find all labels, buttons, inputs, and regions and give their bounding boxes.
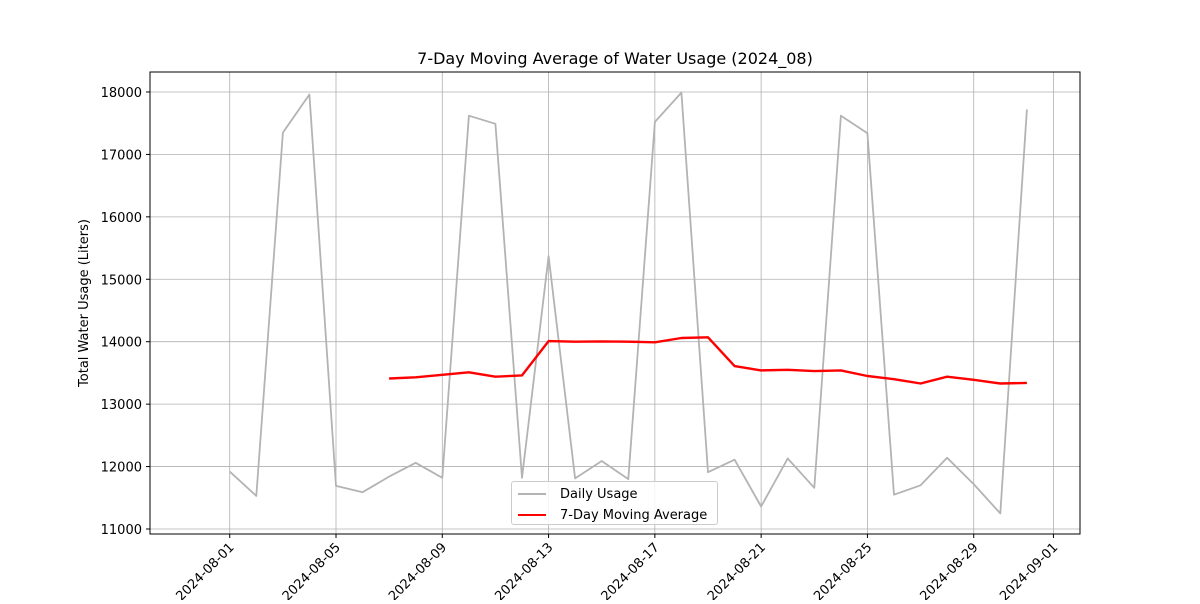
legend: Daily Usage 7-Day Moving Average <box>511 481 718 525</box>
x-tick-label: 2024-08-25 <box>811 540 875 600</box>
legend-label-daily: Daily Usage <box>560 487 638 502</box>
x-axis: 2024-08-01 2024-08-05 2024-08-09 2024-08-13… <box>174 534 1062 600</box>
x-tick-label: 2024-08-21 <box>705 540 769 600</box>
y-tick-label: 16000 <box>101 211 142 226</box>
y-tick-label: 11000 <box>101 523 142 538</box>
y-tick-label: 15000 <box>101 273 142 288</box>
y-tick-label: 18000 <box>101 86 142 101</box>
y-tick-label: 17000 <box>101 148 142 163</box>
x-tick-label: 2024-08-13 <box>492 540 556 600</box>
y-axis: 11000 12000 13000 14000 15000 16000 17000 18000 <box>101 86 150 538</box>
y-tick-label: 12000 <box>101 461 142 476</box>
y-axis-label: Total Water Usage (Liters) <box>77 219 92 388</box>
x-tick-label: 2024-08-01 <box>174 540 238 600</box>
chart-title: 7-Day Moving Average of Water Usage (202… <box>417 49 813 69</box>
x-tick-label: 2024-08-05 <box>280 540 344 600</box>
y-tick-label: 14000 <box>101 336 142 351</box>
legend-swatch-moving-average <box>518 514 546 516</box>
x-tick-label: 2024-09-01 <box>997 540 1061 600</box>
x-tick-label: 2024-08-09 <box>386 540 450 600</box>
legend-swatch-daily <box>518 493 546 495</box>
x-tick-label: 2024-08-17 <box>599 540 663 600</box>
x-tick-label: 2024-08-29 <box>918 540 982 600</box>
legend-item-moving-average: 7-Day Moving Average <box>518 505 707 525</box>
legend-item-daily: Daily Usage <box>518 484 638 504</box>
legend-label-moving-average: 7-Day Moving Average <box>560 508 707 523</box>
y-tick-label: 13000 <box>101 398 142 413</box>
